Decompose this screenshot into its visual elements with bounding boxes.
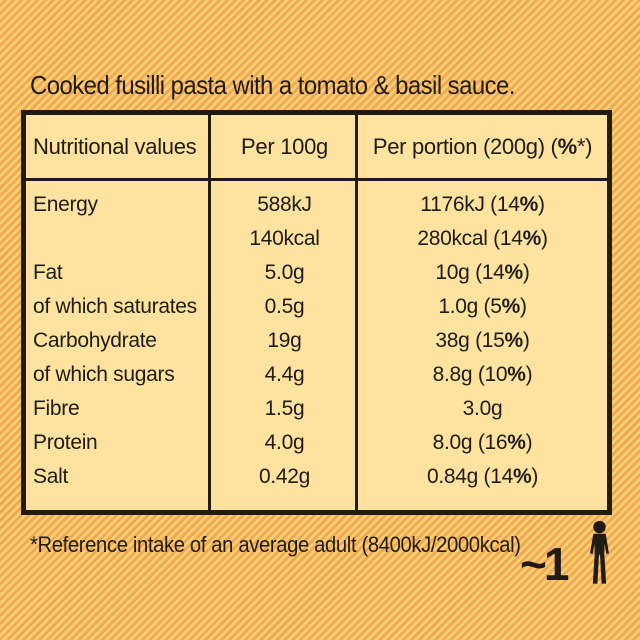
table-row-fibre: Fibre 1.5g 3.0g <box>26 392 607 426</box>
nutrient-label: Carbohydrate <box>33 329 157 352</box>
per-portion-value: 3.0g <box>462 397 503 420</box>
per-100g-value: 588kJ <box>257 193 312 216</box>
table-body: Energy 588kJ 1176kJ (14%) 140kcal 280kca… <box>26 181 607 494</box>
per-portion-value: 10g (14%) <box>435 261 530 284</box>
table-row-fat: Fat 5.0g 10g (14%) <box>26 256 607 290</box>
table-row-protein: Protein 4.0g 8.0g (16%) <box>26 426 607 460</box>
header-per-100g: Per 100g <box>241 133 328 159</box>
column-divider-1 <box>208 115 211 510</box>
table-row-salt: Salt 0.42g 0.84g (14%) <box>26 460 607 494</box>
person-icon <box>586 520 613 585</box>
table-row-carbohydrate: Carbohydrate 19g 38g (15%) <box>26 324 607 358</box>
per-portion-value: 1176kJ (14%) <box>420 193 545 216</box>
nutrient-label <box>26 222 211 256</box>
table-row-energy-kcal: 140kcal 280kcal (14%) <box>26 222 607 256</box>
per-100g-value: 19g <box>267 329 302 352</box>
table-row-sugars: of which sugars 4.4g 8.8g (10%) <box>26 358 607 392</box>
header-nutritional-values: Nutritional values <box>33 133 197 159</box>
table-header-row: Nutritional values Per 100g Per portion … <box>26 115 607 181</box>
nutrient-label: Fibre <box>33 397 80 420</box>
per-portion-value: 1.0g (5%) <box>438 295 527 318</box>
nutrient-label: Protein <box>33 431 98 454</box>
per-portion-value: 0.84g (14%) <box>426 465 539 488</box>
product-description: Cooked fusilli pasta with a tomato & bas… <box>30 70 515 100</box>
per-portion-value: 8.8g (10%) <box>432 363 533 386</box>
table-row-energy: Energy 588kJ 1176kJ (14%) <box>26 188 607 222</box>
nutrient-label: of which sugars <box>33 363 175 386</box>
nutrient-label: Fat <box>33 261 63 284</box>
per-100g-value: 4.0g <box>264 431 305 454</box>
nutrition-table: Nutritional values Per 100g Per portion … <box>21 110 612 515</box>
per-100g-value: 0.42g <box>258 465 311 488</box>
nutrient-label: Energy <box>33 193 98 216</box>
per-portion-value: 280kcal (14%) <box>417 227 548 250</box>
per-100g-value: 4.4g <box>264 363 305 386</box>
per-100g-value: 5.0g <box>264 261 305 284</box>
nutrient-label: Salt <box>33 465 68 488</box>
table-row-saturates: of which saturates 0.5g 1.0g (5%) <box>26 290 607 324</box>
nutrient-label: of which saturates <box>33 295 197 318</box>
column-divider-2 <box>355 115 358 510</box>
servings-approx-label: ~1 <box>520 538 569 590</box>
header-per-portion: Per portion (200g) (%*) <box>372 133 593 159</box>
reference-intake-note: *Reference intake of an average adult (8… <box>30 532 521 557</box>
per-100g-value: 0.5g <box>264 295 305 318</box>
per-portion-value: 8.0g (16%) <box>432 431 533 454</box>
per-portion-value: 38g (15%) <box>435 329 530 352</box>
per-100g-value: 140kcal <box>249 227 320 250</box>
per-100g-value: 1.5g <box>264 397 305 420</box>
